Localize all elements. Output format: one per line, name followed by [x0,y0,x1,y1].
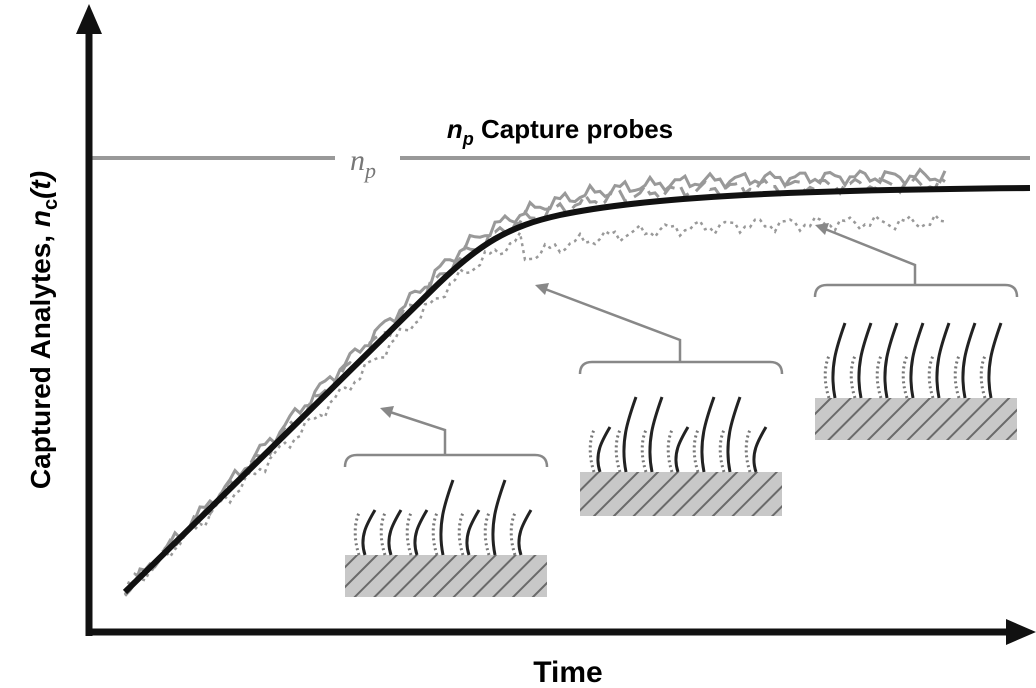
probe [598,427,610,472]
probe [363,510,375,555]
title: np Capture probes [447,114,673,149]
substrate [580,472,782,516]
probe [676,427,688,472]
probe-bases [929,356,933,398]
probe [963,323,975,398]
probe [885,323,897,398]
probe-bases [903,356,907,398]
probe [754,427,766,472]
mean-curve [125,188,1030,592]
probe-bases [642,430,646,472]
substrate [345,555,547,597]
probe-bases [746,430,750,472]
capacity-label: np [350,144,376,183]
probe-bases [981,356,985,398]
probe [833,323,845,398]
probe-bases [616,430,620,472]
bracket [815,229,1017,297]
arrow-head [535,283,549,295]
diagram: np np Capture probes Time Captured Analy… [0,0,1036,688]
probe-bases [407,513,411,555]
y-axis-arrow [76,4,102,34]
probe [493,480,505,555]
bracket [545,289,782,374]
probe-bases [720,430,724,472]
probe-bases [433,513,437,555]
probe [989,323,1001,398]
probe-bases [668,430,672,472]
probe-bases [877,356,881,398]
y-axis-label: Captured Analytes, nc(t) [25,171,62,489]
probe [389,510,401,555]
probe [859,323,871,398]
probe-bases [955,356,959,398]
probe [650,397,662,472]
substrate [815,398,1017,440]
x-axis-arrow [1006,619,1036,645]
arrow-head [380,406,394,418]
probe [702,397,714,472]
probe [728,397,740,472]
probe [911,323,923,398]
probe-bases [355,513,359,555]
probe [441,480,453,555]
noisy-curves [125,170,945,596]
probe [519,510,531,555]
probe-bases [459,513,463,555]
probe-bases [825,356,829,398]
trajectory [125,170,945,596]
bracket [345,412,547,467]
trajectory [125,178,945,595]
probe-bases [851,356,855,398]
probe-bases [694,430,698,472]
probe [415,510,427,555]
probe-bases [590,430,594,472]
probe [467,510,479,555]
arrow-head [815,223,829,235]
probe-bases [381,513,385,555]
probe-bases [485,513,489,555]
probe-bases [511,513,515,555]
probe [624,397,636,472]
probe [937,323,949,398]
x-axis-label: Time [533,656,602,688]
